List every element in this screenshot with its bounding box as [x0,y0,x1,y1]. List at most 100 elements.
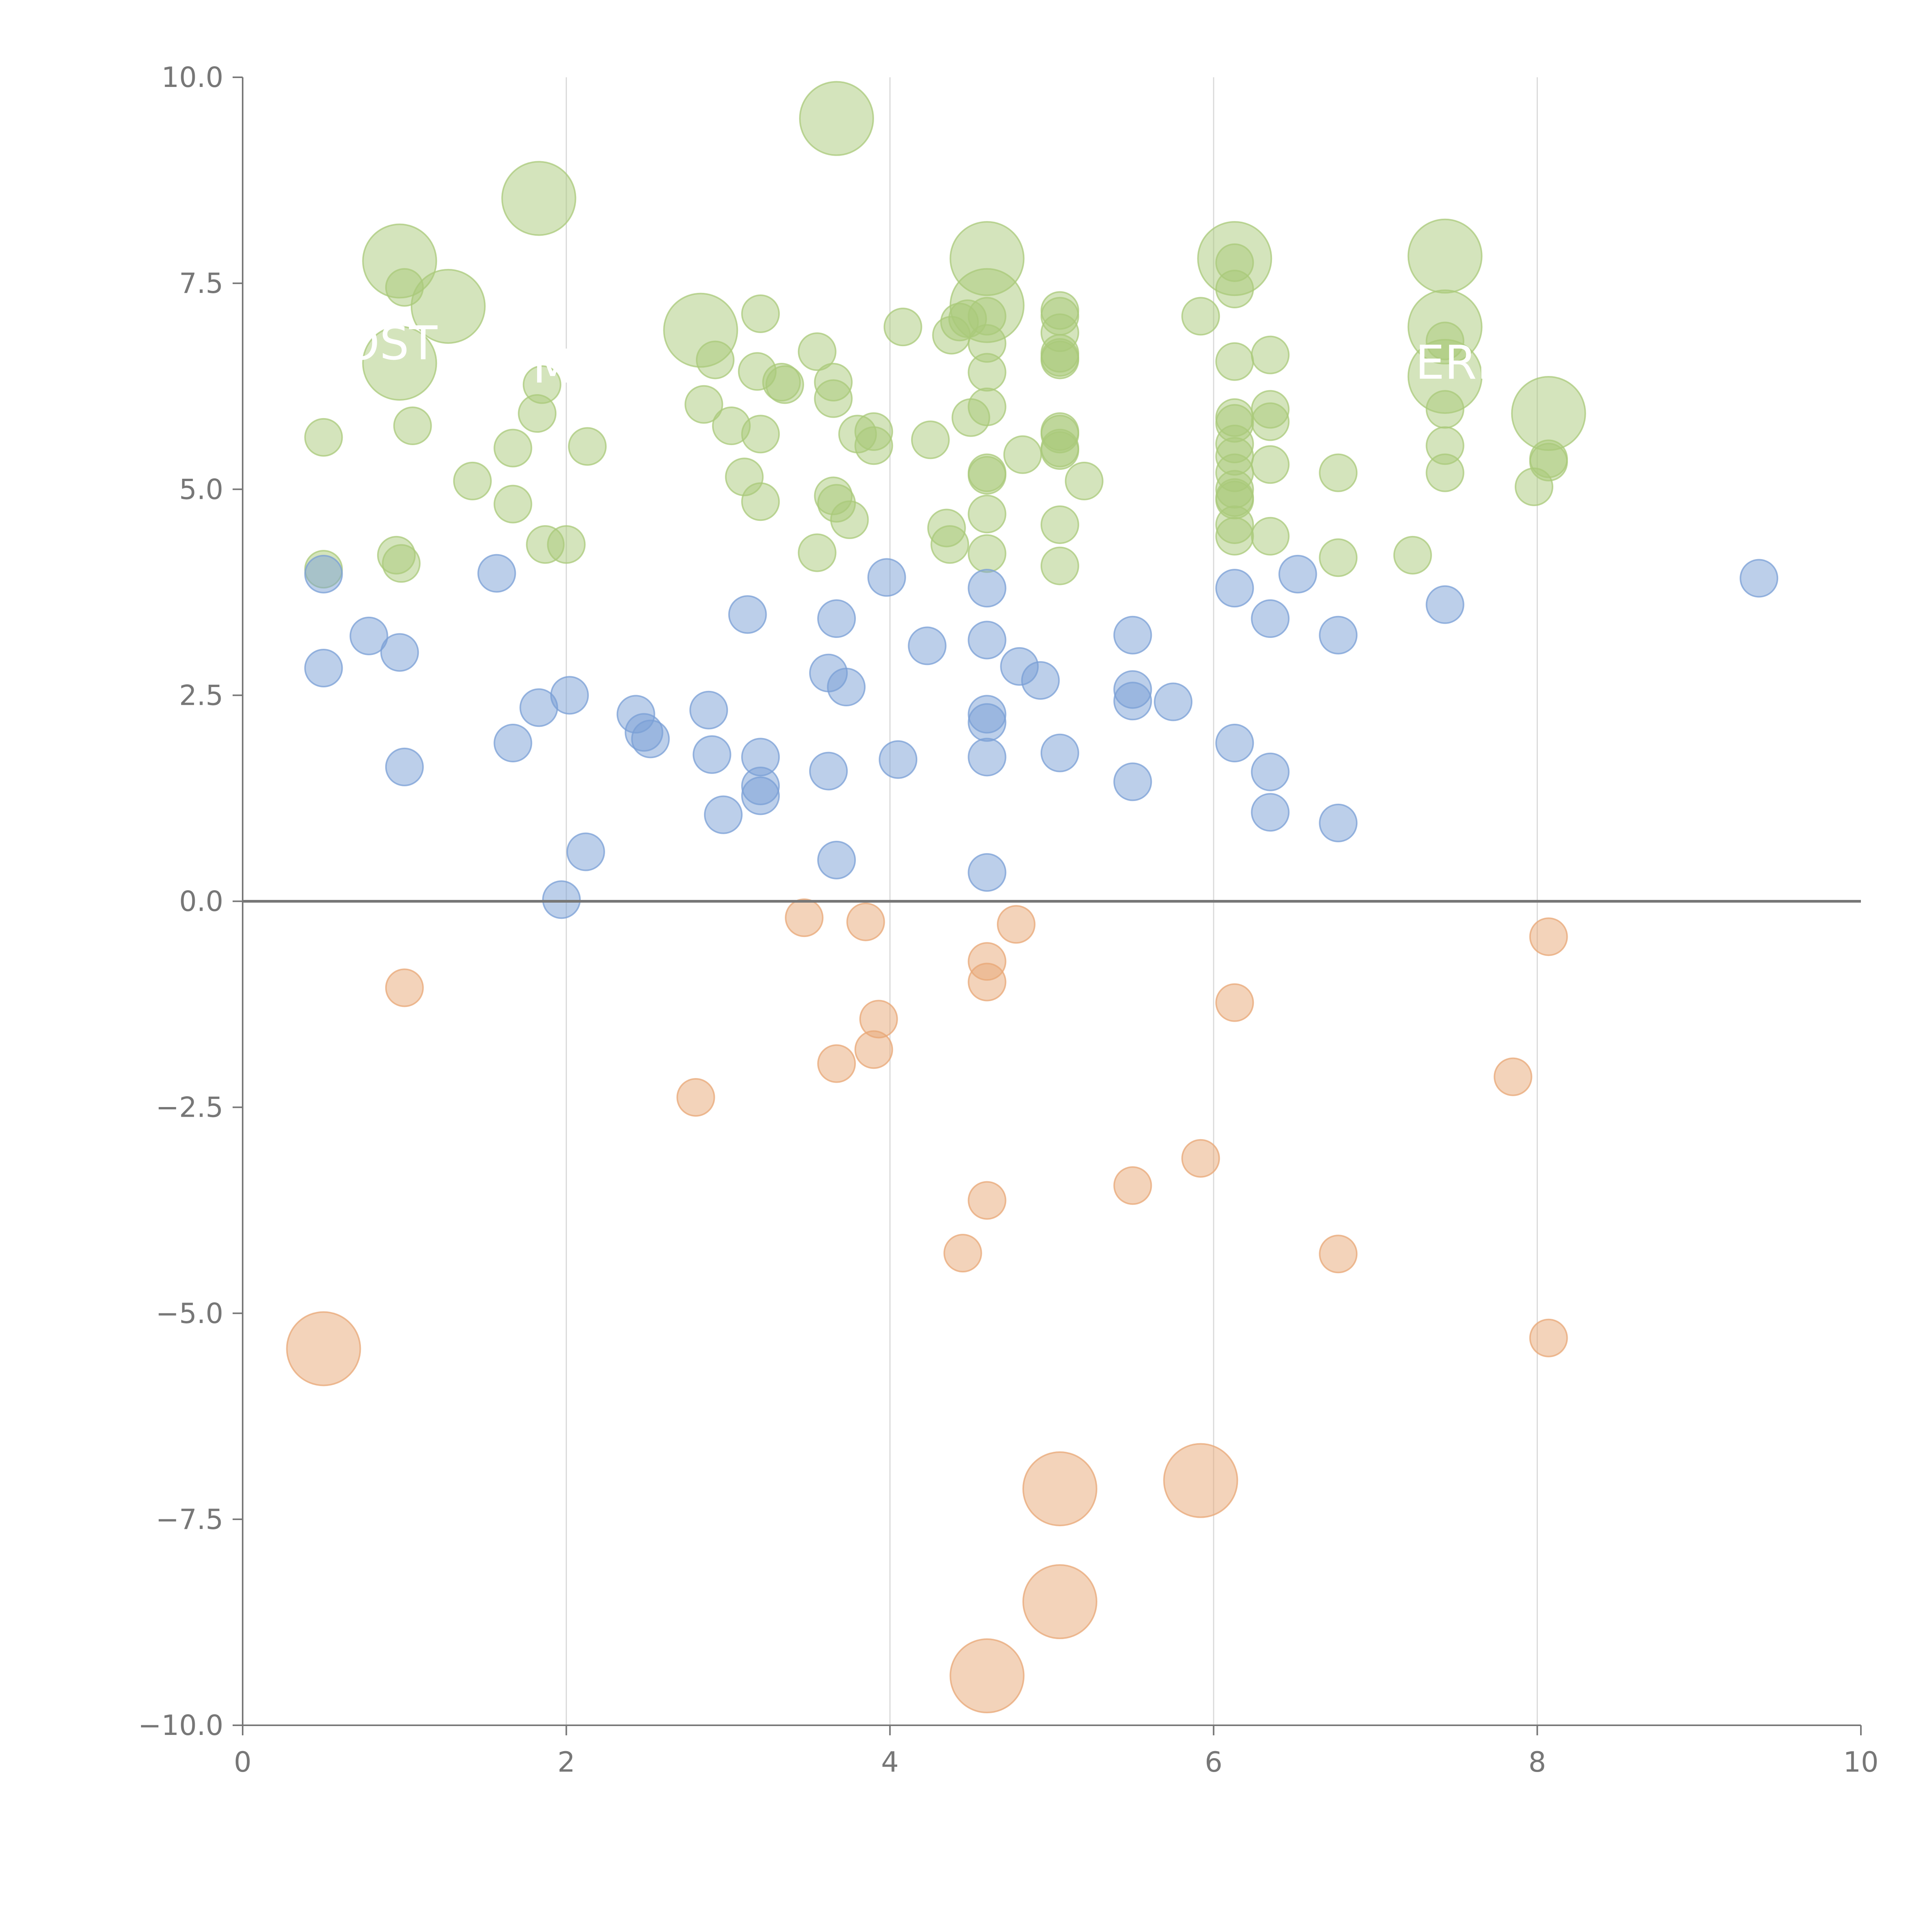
blue-bubble [728,595,767,634]
blue-bubble [1251,793,1290,832]
blue-bubble [968,621,1007,660]
blue-bubble [741,776,780,815]
blue-bubble [304,554,343,594]
orange-bubble [846,902,885,941]
x-tick-label: 10 [1843,1746,1879,1778]
green-bubble [1425,453,1464,492]
green-bubble [1040,546,1079,585]
blue-bubble [1113,682,1152,721]
annotation-layer: OST M ERI [343,317,1490,394]
x-tick-label: 4 [881,1746,899,1778]
orange-bubble [1113,1166,1152,1205]
y-tick-label: −5.0 [156,1297,223,1330]
orange-bubble [1181,1139,1220,1178]
axes: −10.0 −7.5 −5.0 −2.5 0.0 2.5 5.0 7.5 10.0 0 2 4 6 8 10 [138,61,1878,1778]
green-bubble [522,365,561,404]
green-bubble [741,482,780,521]
blue-bubble [1319,803,1358,842]
green-bubble [1425,321,1464,361]
green-bubble [798,533,837,572]
y-tick-label: 7.5 [179,267,223,299]
blue-bubble [867,558,906,597]
blue-bubble [385,747,424,786]
green-bubble [1407,218,1483,294]
green-bubble [1425,390,1464,429]
green-bubble [696,340,735,379]
green-bubble [304,418,343,457]
green-bubble [765,365,804,404]
orange-bubble [385,968,424,1007]
green-bubble [385,268,424,307]
green-bubble [1319,538,1358,577]
green-bubble [410,269,486,344]
orange-bubble [817,1044,856,1083]
blue-bubble [1040,733,1079,772]
annotation-label: ERI [1415,336,1491,390]
orange-bubble [1163,1443,1238,1518]
blue-bubble [493,724,532,763]
blue-bubble [380,633,419,672]
blue-bubble [879,740,918,779]
blue-bubble [692,735,731,774]
green-bubble [830,500,869,539]
blue-bubble [304,649,343,688]
blue-bubble [968,703,1007,742]
green-bubble [547,525,586,564]
blue-bubble [704,795,743,834]
green-bubble [968,388,1007,426]
blue-bubble [550,676,589,715]
green-bubble [362,325,437,401]
y-tick-label: 0.0 [179,885,223,918]
orange-bubble [676,1078,715,1117]
orange-bubble [1022,1564,1097,1639]
green-bubble [493,429,532,468]
green-bubble [1181,297,1220,336]
x-tick-label: 0 [234,1746,252,1778]
blue-bubble [1113,762,1152,801]
orange-bubble [1529,1318,1568,1357]
blue-bubble [809,752,848,791]
green-bubble [1003,435,1042,474]
blue-bubble [908,626,947,665]
green-bubble [854,426,893,465]
blue-bubble [477,554,516,593]
y-tick-label: −10.0 [138,1709,223,1742]
blue-bubble [1215,724,1254,763]
blue-bubble [1021,661,1060,700]
green-bubble [1040,431,1079,470]
blue-bubble [1154,682,1193,721]
x-tick-label: 8 [1528,1746,1546,1778]
orange-bubble [1319,1235,1358,1274]
bubble-layer [286,81,1779,1714]
blue-bubble [968,738,1007,777]
orange-bubble [785,898,824,937]
green-bubble [1393,536,1432,575]
blue-bubble [1113,616,1152,655]
orange-bubble [943,1234,982,1273]
blue-bubble [349,616,388,655]
orange-bubble [997,905,1036,944]
green-bubble [493,485,532,524]
blue-bubble [817,599,856,638]
green-bubble [393,406,432,446]
orange-bubble [949,1638,1025,1714]
y-tick-label: 5.0 [179,473,223,505]
green-bubble [1319,453,1358,492]
blue-bubble [1278,554,1317,594]
green-bubble [1040,340,1079,379]
orange-bubble [1215,983,1254,1022]
green-bubble [568,427,607,466]
green-bubble [930,525,969,564]
blue-bubble [1425,585,1464,624]
blue-bubble [631,719,670,759]
orange-bubble [1022,1451,1097,1526]
green-bubble [741,294,780,333]
y-tick-label: 10.0 [162,61,223,94]
y-tick-label: 2.5 [179,679,223,711]
green-bubble [1511,376,1586,451]
blue-bubble [1251,752,1290,791]
y-tick-label: −2.5 [156,1091,223,1124]
orange-bubble [1529,917,1568,956]
y-tick-label: −7.5 [156,1503,223,1536]
